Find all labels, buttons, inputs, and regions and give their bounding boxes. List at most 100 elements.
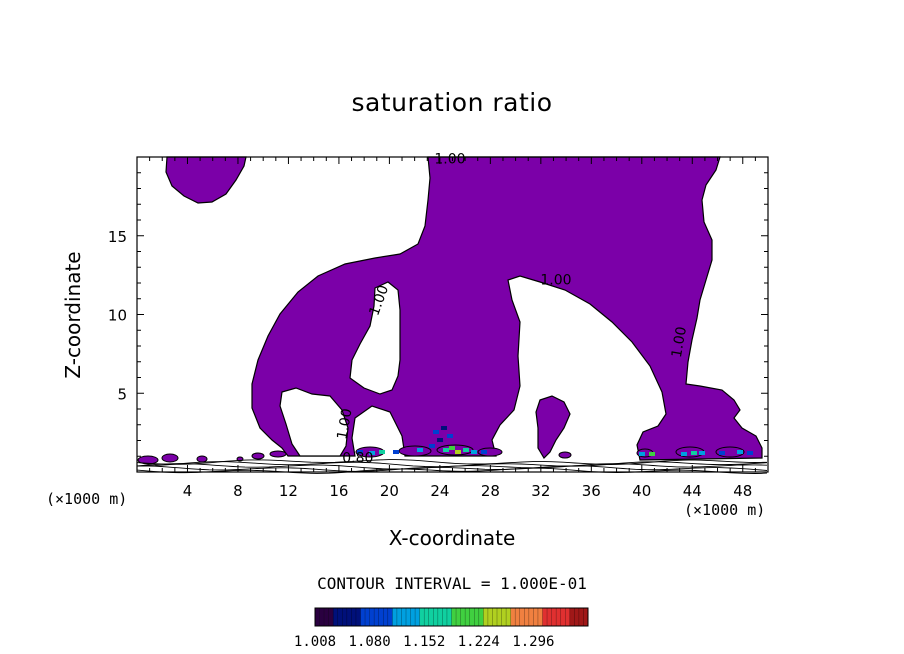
x-axis-label: X-coordinate	[388, 526, 516, 550]
colorbar-segment	[537, 608, 543, 626]
contour-label: 0.80	[342, 451, 373, 467]
colorbar-segment	[410, 608, 416, 626]
colorbar-segment	[451, 608, 457, 626]
colorbar-segment	[547, 608, 552, 626]
colorbar-segment	[351, 608, 357, 626]
colorbar-segment	[383, 608, 389, 626]
surface-contour-line	[136, 463, 768, 470]
colorbar-segment	[483, 608, 489, 626]
colorbar-segment	[424, 608, 430, 626]
colorbar-segment	[515, 608, 521, 626]
colorbar-segment	[355, 608, 361, 626]
saturated-patch	[196, 455, 208, 463]
supersaturation-patch	[639, 452, 645, 456]
colorbar-segment	[506, 608, 511, 626]
surface-contour-line	[136, 459, 768, 465]
supersaturation-patch	[449, 446, 455, 450]
saturated-patch	[398, 445, 432, 457]
colorbar-segment	[442, 608, 448, 626]
colorbar-segment	[333, 608, 339, 626]
colorbar-segment	[583, 608, 589, 626]
y-tick-label: 10	[108, 307, 127, 325]
colorbar-segment	[428, 608, 434, 626]
y-tick-label: 5	[117, 385, 127, 403]
colorbar-segment	[497, 608, 502, 626]
colorbar-segment	[433, 608, 439, 626]
saturated-patch	[558, 451, 572, 459]
colorbar-segment	[560, 608, 566, 626]
colorbar-segment	[437, 608, 443, 626]
x-tick-label: 8	[233, 482, 243, 500]
colorbar-segment	[392, 608, 398, 626]
saturated-region-top-left	[165, 156, 247, 204]
colorbar-segment	[365, 608, 370, 626]
supersaturation-patch	[481, 450, 487, 454]
supersaturation-patch	[417, 448, 423, 452]
y-axis-label: Z-coordinate	[61, 251, 85, 379]
supersaturation-patch	[437, 438, 443, 442]
saturated-patch	[137, 455, 159, 465]
supersaturation-patch	[471, 450, 477, 454]
colorbar-segment	[565, 608, 571, 626]
surface-contour-line	[137, 465, 768, 472]
supersaturation-patch	[699, 451, 705, 455]
y-tick-label: 15	[108, 228, 127, 246]
x-tick-label: 48	[733, 482, 752, 500]
colorbar-segment	[387, 608, 393, 626]
supersaturation-patch	[441, 426, 447, 430]
colorbar-segment	[324, 608, 329, 626]
colorbar-segment	[415, 608, 420, 626]
x-tick-label: 36	[582, 482, 601, 500]
x-unit-label-left: (×1000 m)	[46, 490, 128, 508]
saturated-patch	[161, 453, 179, 463]
x-tick-label: 28	[481, 482, 500, 500]
x-tick-label: 12	[279, 482, 298, 500]
colorbar-segment	[360, 608, 366, 626]
x-tick-label: 44	[683, 482, 702, 500]
supersaturation-patch	[379, 450, 385, 454]
contour-label: 1.00	[334, 407, 355, 440]
subsaturated-hole-upper	[349, 281, 401, 395]
colorbar-tick-label: 1.296	[512, 634, 555, 650]
x-tick-label: 4	[183, 482, 193, 500]
colorbar-tick-label: 1.008	[293, 634, 337, 650]
supersaturation-patch	[463, 448, 469, 452]
contour-label: 1.00	[540, 273, 571, 289]
supersaturation-patch	[681, 452, 687, 456]
colorbar-segment	[510, 608, 516, 626]
x-tick-label: 20	[380, 482, 399, 500]
colorbar-segment	[369, 608, 375, 626]
colorbar-segment	[378, 608, 384, 626]
subsaturated-hole-lower	[279, 387, 349, 457]
colorbar-segment	[574, 608, 580, 626]
colorbar-segment	[556, 608, 561, 626]
colorbar-tick-label: 1.224	[457, 634, 500, 650]
supersaturation-patch	[429, 444, 435, 448]
colorbar-segment	[319, 608, 325, 626]
colorbar-segment	[456, 608, 461, 626]
supersaturation-patch	[691, 451, 697, 455]
colorbar-segment	[551, 608, 557, 626]
colorbar-segment	[492, 608, 498, 626]
colorbar-segment	[533, 608, 539, 626]
colorbar-segment	[346, 608, 352, 626]
supersaturation-patch	[443, 448, 449, 452]
x-tick-label: 24	[430, 482, 449, 500]
supersaturation-patch	[357, 450, 363, 454]
colorbar-tick-label: 1.152	[403, 634, 446, 650]
supersaturation-patch	[393, 450, 399, 454]
colorbar-segment	[374, 608, 379, 626]
colorbar-segment	[487, 608, 493, 626]
supersaturation-patch	[719, 451, 725, 455]
colorbar-segment	[328, 608, 334, 626]
x-tick-label: 40	[632, 482, 651, 500]
x-tick-label: 32	[531, 482, 550, 500]
colorbar-segment	[337, 608, 343, 626]
colorbar-segment	[501, 608, 507, 626]
x-tick-label: 16	[329, 482, 348, 500]
contour-interval-label: CONTOUR INTERVAL = 1.000E-01	[317, 574, 587, 593]
chart-title: saturation ratio	[351, 88, 553, 117]
colorbar-segment	[542, 608, 548, 626]
